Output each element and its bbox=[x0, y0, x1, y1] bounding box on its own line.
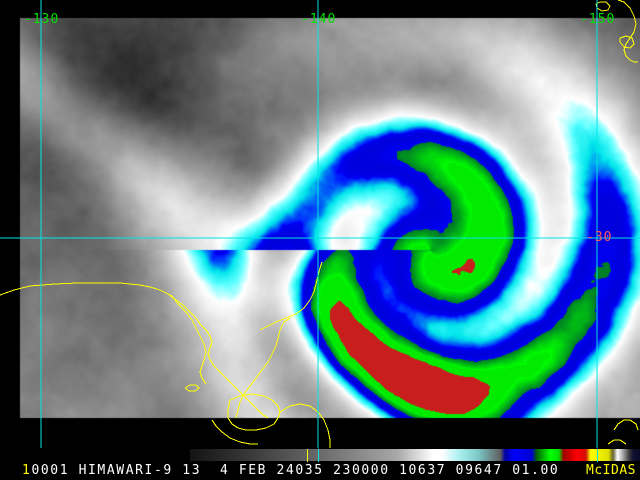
mcidas-brand-label: McIDAS bbox=[586, 463, 636, 478]
coastline-path bbox=[184, 384, 200, 392]
color-bar-tick bbox=[307, 449, 308, 462]
coastline-path bbox=[617, 0, 638, 63]
color-bar-tick bbox=[318, 449, 319, 462]
frame-number: 1 bbox=[22, 463, 32, 478]
longitude-label-130: -130 bbox=[24, 12, 60, 27]
status-bar: 10001 HIMAWARI-9 13 4 FEB 24035 230000 1… bbox=[0, 448, 640, 480]
longitude-label-150: -150 bbox=[580, 12, 616, 27]
coastline-path bbox=[0, 282, 269, 419]
map-overlay bbox=[0, 0, 640, 448]
coastline-path bbox=[235, 317, 291, 419]
coastline-path bbox=[259, 261, 323, 331]
coastline-path bbox=[607, 439, 627, 445]
color-bar-canvas[interactable] bbox=[190, 449, 640, 461]
coastline-path bbox=[279, 403, 331, 448]
satellite-raster[interactable] bbox=[0, 0, 640, 448]
satellite-image-panel[interactable]: -130 -140 -150 -30 bbox=[0, 0, 640, 448]
color-bar-tick bbox=[597, 449, 598, 462]
coastline-group bbox=[0, 0, 639, 448]
status-text: 10001 HIMAWARI-9 13 4 FEB 24035 230000 1… bbox=[0, 462, 640, 480]
coastline-path bbox=[211, 419, 258, 445]
coastline-path bbox=[613, 419, 639, 431]
status-text-body: 0001 HIMAWARI-9 13 4 FEB 24035 230000 10… bbox=[31, 463, 560, 478]
coastline-path bbox=[227, 393, 281, 431]
longitude-label-140: -140 bbox=[301, 12, 337, 27]
coastline-path bbox=[159, 289, 207, 385]
gridline-group bbox=[0, 0, 640, 448]
color-enhancement-bar[interactable] bbox=[190, 449, 640, 462]
latitude-label-30: -30 bbox=[586, 230, 613, 245]
coastline-path bbox=[595, 1, 611, 12]
coastline-path bbox=[619, 35, 635, 49]
